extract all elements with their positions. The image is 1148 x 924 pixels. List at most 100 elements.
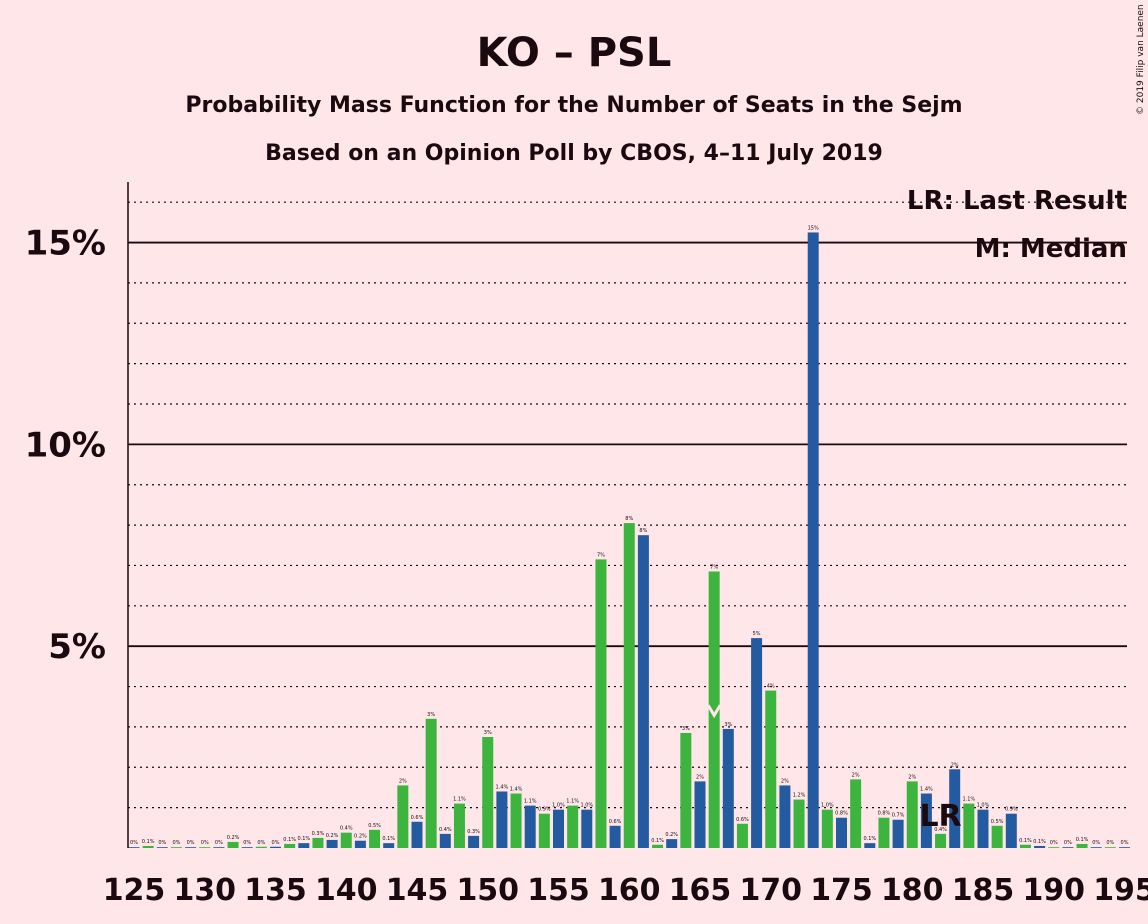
bar	[284, 843, 296, 848]
bar	[425, 718, 437, 848]
bar	[312, 837, 324, 848]
bar-label: 0.1%	[283, 837, 296, 843]
bar-label: 0.2%	[227, 835, 240, 841]
bar-label: 0%	[1092, 840, 1100, 846]
bar-label: 1.1%	[524, 799, 537, 805]
bar	[637, 535, 649, 848]
bar	[623, 523, 635, 848]
x-tick-label: 130	[173, 873, 236, 908]
bar	[878, 817, 890, 848]
markers-group: LR	[706, 704, 962, 834]
copyright-note: © 2019 Filip van Laenen	[1136, 4, 1146, 115]
bar	[1076, 843, 1088, 848]
bar-label: 0.5%	[991, 819, 1004, 825]
bar-label: 3%	[484, 730, 492, 736]
x-tick-label: 145	[386, 873, 449, 908]
bar	[411, 821, 423, 848]
bar-label: 0.1%	[651, 838, 664, 844]
chart-subtitle-1: Probability Mass Function for the Number…	[185, 93, 962, 118]
x-tick-label: 180	[881, 873, 944, 908]
bar-label: 0.1%	[1019, 838, 1032, 844]
bar-label: 0.1%	[382, 836, 395, 842]
bar-label: 0.9%	[538, 807, 551, 813]
bar	[453, 803, 465, 848]
bar	[680, 732, 692, 848]
bar	[1062, 847, 1074, 848]
bar-label: 0.4%	[934, 827, 947, 833]
bar-label: 0.2%	[354, 834, 367, 840]
bar	[524, 805, 536, 848]
bar	[567, 805, 579, 848]
bar-label: 0%	[243, 840, 251, 846]
bar	[836, 817, 847, 848]
bar	[991, 825, 1003, 848]
bar	[1034, 845, 1046, 848]
bar	[185, 847, 197, 848]
bar-label: 2%	[399, 778, 407, 784]
bar-label: 1.1%	[453, 797, 466, 803]
y-tick-label: 10%	[25, 425, 106, 465]
bar-label: 0.7%	[892, 813, 905, 819]
bar	[128, 847, 140, 848]
bar	[920, 793, 932, 848]
y-tick-label: 5%	[48, 627, 106, 667]
bar-label: 0%	[272, 840, 280, 846]
bar	[708, 571, 720, 848]
x-tick-label: 155	[527, 873, 590, 908]
bar	[765, 690, 777, 848]
chart-title: KO – PSL	[477, 30, 672, 76]
x-tick-label: 190	[1022, 873, 1085, 908]
x-tick-label: 140	[315, 873, 378, 908]
bar-label: 0.4%	[439, 827, 452, 833]
bar	[977, 809, 989, 848]
bar-label: 0.1%	[297, 836, 310, 842]
bar-label: 0.4%	[340, 826, 353, 832]
bar-label: 0%	[201, 840, 209, 846]
bar	[793, 799, 805, 848]
bar	[510, 793, 522, 848]
bar	[1005, 813, 1017, 848]
x-tick-label: 195	[1093, 873, 1148, 908]
x-tick-label: 170	[739, 873, 802, 908]
bar-label: 0.6%	[411, 815, 424, 821]
bar	[298, 843, 310, 848]
bar-label: 0.8%	[878, 811, 891, 817]
y-tick-label: 15%	[25, 224, 106, 264]
bar	[595, 559, 607, 848]
bar	[241, 847, 253, 848]
x-tick-label: 160	[598, 873, 661, 908]
bar-label: 0%	[1106, 840, 1114, 846]
bar-label: 0.1%	[142, 839, 155, 845]
bar-label: 0%	[1050, 840, 1058, 846]
bar-label: 0.8%	[835, 811, 848, 817]
bar	[340, 832, 352, 848]
bar-label: 2%	[781, 778, 789, 784]
bar	[807, 232, 819, 849]
bar-label: 2%	[951, 762, 959, 768]
bar	[949, 769, 961, 848]
bar-label: 1.0%	[552, 803, 565, 809]
bar-label: 0.1%	[1033, 839, 1046, 845]
bar-label: 0%	[187, 840, 195, 846]
bar	[1104, 847, 1116, 848]
bar-label: 2%	[852, 772, 860, 778]
bar-label: 0.2%	[665, 832, 678, 838]
bar-label: 0.5%	[368, 823, 381, 829]
legend-median: M: Median	[975, 234, 1127, 264]
bar	[963, 803, 975, 848]
bar	[1090, 847, 1102, 848]
median-marker	[706, 704, 722, 719]
bar	[609, 825, 621, 848]
bar	[142, 845, 154, 848]
bar	[383, 843, 395, 848]
bar-label: 1.1%	[566, 799, 579, 805]
bar	[694, 781, 706, 848]
bar-label: 3%	[682, 726, 690, 732]
bar	[553, 809, 564, 848]
bar	[581, 809, 593, 848]
bar	[1048, 847, 1060, 848]
x-tick-label: 175	[810, 873, 873, 908]
bar	[482, 737, 494, 848]
bar	[468, 835, 480, 848]
bar-labels-group: 0% 0.1% 0% 0% 0% 0% 0%0.2%0% 0% 0% 0.1% 0.1%0.3% 0.…	[130, 225, 1129, 846]
